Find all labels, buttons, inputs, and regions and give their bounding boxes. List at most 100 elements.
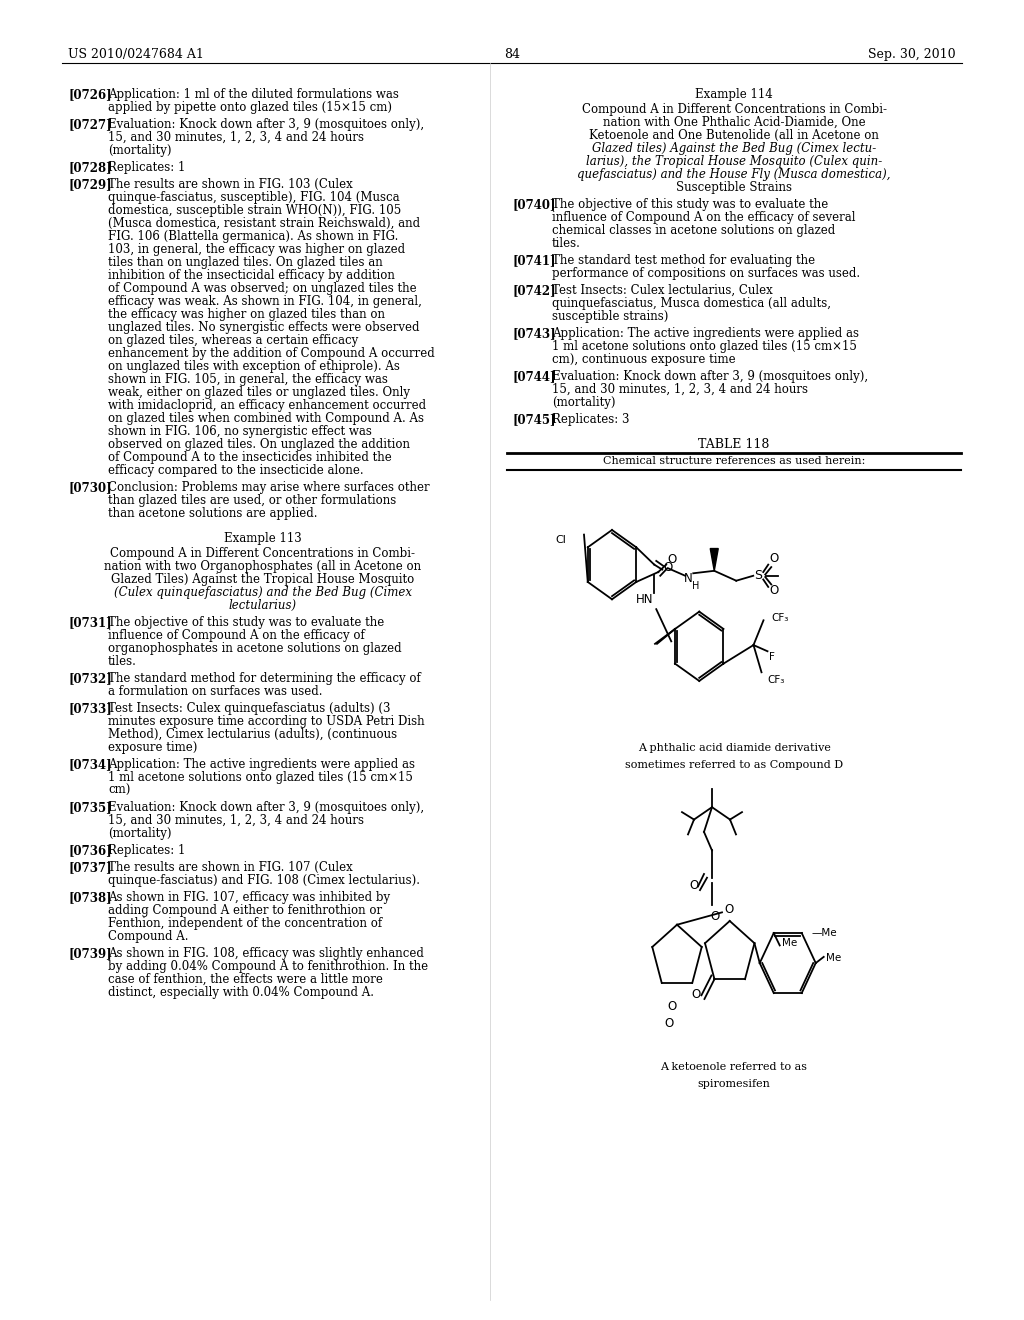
Text: As shown in FIG. 107, efficacy was inhibited by: As shown in FIG. 107, efficacy was inhib…	[108, 891, 390, 904]
Text: Application: The active ingredients were applied as: Application: The active ingredients were…	[108, 758, 415, 771]
Text: (mortality): (mortality)	[552, 396, 615, 409]
Text: Replicates: 1: Replicates: 1	[108, 161, 185, 174]
Text: spiromesifen: spiromesifen	[697, 1080, 770, 1089]
Text: [0734]: [0734]	[68, 758, 112, 771]
Text: Evaluation: Knock down after 3, 9 (mosquitoes only),: Evaluation: Knock down after 3, 9 (mosqu…	[108, 801, 424, 814]
Text: [0740]: [0740]	[512, 198, 555, 211]
Text: (Musca domestica, resistant strain Reichswald), and: (Musca domestica, resistant strain Reich…	[108, 216, 420, 230]
Text: enhancement by the addition of Compound A occurred: enhancement by the addition of Compound …	[108, 347, 435, 360]
Text: tiles.: tiles.	[552, 238, 581, 249]
Text: [0741]: [0741]	[512, 253, 555, 267]
Text: Me: Me	[781, 939, 797, 948]
Text: case of fenthion, the effects were a little more: case of fenthion, the effects were a lit…	[108, 973, 383, 986]
Text: 103, in general, the efficacy was higher on glazed: 103, in general, the efficacy was higher…	[108, 243, 406, 256]
Text: Sep. 30, 2010: Sep. 30, 2010	[868, 48, 956, 61]
Text: Example 113: Example 113	[224, 532, 302, 545]
Text: of Compound A was observed; on unglazed tiles the: of Compound A was observed; on unglazed …	[108, 282, 417, 294]
Text: FIG. 106 (Blattella germanica). As shown in FIG.: FIG. 106 (Blattella germanica). As shown…	[108, 230, 398, 243]
Text: with imidacloprid, an efficacy enhancement occurred: with imidacloprid, an efficacy enhanceme…	[108, 399, 426, 412]
Text: chemical classes in acetone solutions on glazed: chemical classes in acetone solutions on…	[552, 224, 836, 238]
Text: Evaluation: Knock down after 3, 9 (mosquitoes only),: Evaluation: Knock down after 3, 9 (mosqu…	[552, 370, 868, 383]
Text: performance of compositions on surfaces was used.: performance of compositions on surfaces …	[552, 267, 860, 280]
Text: by adding 0.04% Compound A to fenithrothion. In the: by adding 0.04% Compound A to fenithroth…	[108, 960, 428, 973]
Text: HN: HN	[636, 593, 653, 606]
Text: efficacy was weak. As shown in FIG. 104, in general,: efficacy was weak. As shown in FIG. 104,…	[108, 294, 422, 308]
Text: on glazed tiles, whereas a certain efficacy: on glazed tiles, whereas a certain effic…	[108, 334, 358, 347]
Text: A phthalic acid diamide derivative: A phthalic acid diamide derivative	[638, 743, 830, 752]
Text: Fenthion, independent of the concentration of: Fenthion, independent of the concentrati…	[108, 917, 382, 931]
Text: Application: The active ingredients were applied as: Application: The active ingredients were…	[552, 327, 859, 341]
Text: O: O	[711, 909, 720, 923]
Text: The objective of this study was to evaluate the: The objective of this study was to evalu…	[552, 198, 828, 211]
Text: N: N	[684, 572, 692, 585]
Text: Example 114: Example 114	[695, 88, 773, 102]
Text: lectularius): lectularius)	[229, 599, 297, 612]
Text: observed on glazed tiles. On unglazed the addition: observed on glazed tiles. On unglazed th…	[108, 438, 410, 451]
Text: Method), Cimex lectularius (adults), (continuous: Method), Cimex lectularius (adults), (co…	[108, 729, 397, 741]
Text: a formulation on surfaces was used.: a formulation on surfaces was used.	[108, 685, 323, 698]
Text: Compound A.: Compound A.	[108, 931, 188, 942]
Text: The results are shown in FIG. 103 (Culex: The results are shown in FIG. 103 (Culex	[108, 178, 352, 191]
Text: [0735]: [0735]	[68, 801, 112, 814]
Text: O: O	[692, 987, 701, 1001]
Text: weak, either on glazed tiles or unglazed tiles. Only: weak, either on glazed tiles or unglazed…	[108, 385, 410, 399]
Text: susceptible strains): susceptible strains)	[552, 310, 669, 323]
Text: US 2010/0247684 A1: US 2010/0247684 A1	[68, 48, 204, 61]
Text: quinque-fasciatus) and FIG. 108 (Cimex lectularius).: quinque-fasciatus) and FIG. 108 (Cimex l…	[108, 874, 420, 887]
Text: Ketoenole and One Butenolide (all in Acetone on: Ketoenole and One Butenolide (all in Ace…	[589, 129, 879, 143]
Text: O: O	[724, 903, 733, 916]
Text: [0743]: [0743]	[512, 327, 556, 341]
Text: [0742]: [0742]	[512, 284, 556, 297]
Text: 15, and 30 minutes, 1, 2, 3, 4 and 24 hours: 15, and 30 minutes, 1, 2, 3, 4 and 24 ho…	[108, 131, 364, 144]
Text: unglazed tiles. No synergistic effects were observed: unglazed tiles. No synergistic effects w…	[108, 321, 420, 334]
Text: CF₃: CF₃	[771, 612, 788, 623]
Text: O: O	[664, 561, 673, 574]
Text: tiles than on unglazed tiles. On glazed tiles an: tiles than on unglazed tiles. On glazed …	[108, 256, 383, 269]
Text: than glazed tiles are used, or other formulations: than glazed tiles are used, or other for…	[108, 494, 396, 507]
Text: [0730]: [0730]	[68, 480, 112, 494]
Text: The standard method for determining the efficacy of: The standard method for determining the …	[108, 672, 421, 685]
Text: CF₃: CF₃	[768, 675, 784, 685]
Text: nation with two Organophosphates (all in Acetone on: nation with two Organophosphates (all in…	[104, 560, 422, 573]
Text: quefasciatus) and the House Fly (Musca domestica),: quefasciatus) and the House Fly (Musca d…	[578, 168, 891, 181]
Text: [0744]: [0744]	[512, 370, 555, 383]
Text: the efficacy was higher on glazed tiles than on: the efficacy was higher on glazed tiles …	[108, 308, 385, 321]
Text: 15, and 30 minutes, 1, 2, 3, 4 and 24 hours: 15, and 30 minutes, 1, 2, 3, 4 and 24 ho…	[552, 383, 808, 396]
Text: organophosphates in acetone solutions on glazed: organophosphates in acetone solutions on…	[108, 642, 401, 655]
Text: [0731]: [0731]	[68, 616, 112, 630]
Text: 1 ml acetone solutions onto glazed tiles (15 cm×15: 1 ml acetone solutions onto glazed tiles…	[552, 341, 857, 352]
Text: [0739]: [0739]	[68, 946, 112, 960]
Text: A ketoenole referred to as: A ketoenole referred to as	[660, 1063, 808, 1072]
Text: shown in FIG. 105, in general, the efficacy was: shown in FIG. 105, in general, the effic…	[108, 374, 388, 385]
Text: Compound A in Different Concentrations in Combi-: Compound A in Different Concentrations i…	[582, 103, 887, 116]
Text: [0738]: [0738]	[68, 891, 112, 904]
Text: influence of Compound A on the efficacy of: influence of Compound A on the efficacy …	[108, 630, 365, 642]
Text: Replicates: 3: Replicates: 3	[552, 413, 630, 426]
Text: 1 ml acetone solutions onto glazed tiles (15 cm×15: 1 ml acetone solutions onto glazed tiles…	[108, 771, 413, 784]
Text: on glazed tiles when combined with Compound A. As: on glazed tiles when combined with Compo…	[108, 412, 424, 425]
Text: cm): cm)	[108, 784, 130, 797]
Text: [0729]: [0729]	[68, 178, 112, 191]
Text: H: H	[691, 581, 699, 590]
Text: Evaluation: Knock down after 3, 9 (mosquitoes only),: Evaluation: Knock down after 3, 9 (mosqu…	[108, 117, 424, 131]
Text: inhibition of the insecticidal efficacy by addition: inhibition of the insecticidal efficacy …	[108, 269, 395, 282]
Text: O: O	[689, 879, 698, 891]
Text: [0732]: [0732]	[68, 672, 112, 685]
Text: [0737]: [0737]	[68, 861, 112, 874]
Text: efficacy compared to the insecticide alone.: efficacy compared to the insecticide alo…	[108, 465, 364, 477]
Text: The results are shown in FIG. 107 (Culex: The results are shown in FIG. 107 (Culex	[108, 861, 352, 874]
Text: [0736]: [0736]	[68, 843, 112, 857]
Text: (mortality): (mortality)	[108, 144, 171, 157]
Text: The objective of this study was to evaluate the: The objective of this study was to evalu…	[108, 616, 384, 630]
Text: Replicates: 1: Replicates: 1	[108, 843, 185, 857]
Text: Me: Me	[825, 953, 841, 964]
Text: adding Compound A either to fenithrothion or: adding Compound A either to fenithrothio…	[108, 904, 382, 917]
Text: O: O	[668, 553, 677, 566]
Text: Susceptible Strains: Susceptible Strains	[676, 181, 792, 194]
Text: O: O	[770, 552, 779, 565]
Text: O: O	[770, 585, 779, 597]
Text: distinct, especially with 0.04% Compound A.: distinct, especially with 0.04% Compound…	[108, 986, 374, 999]
Text: S: S	[755, 569, 762, 582]
Polygon shape	[711, 549, 718, 570]
Text: 84: 84	[504, 48, 520, 61]
